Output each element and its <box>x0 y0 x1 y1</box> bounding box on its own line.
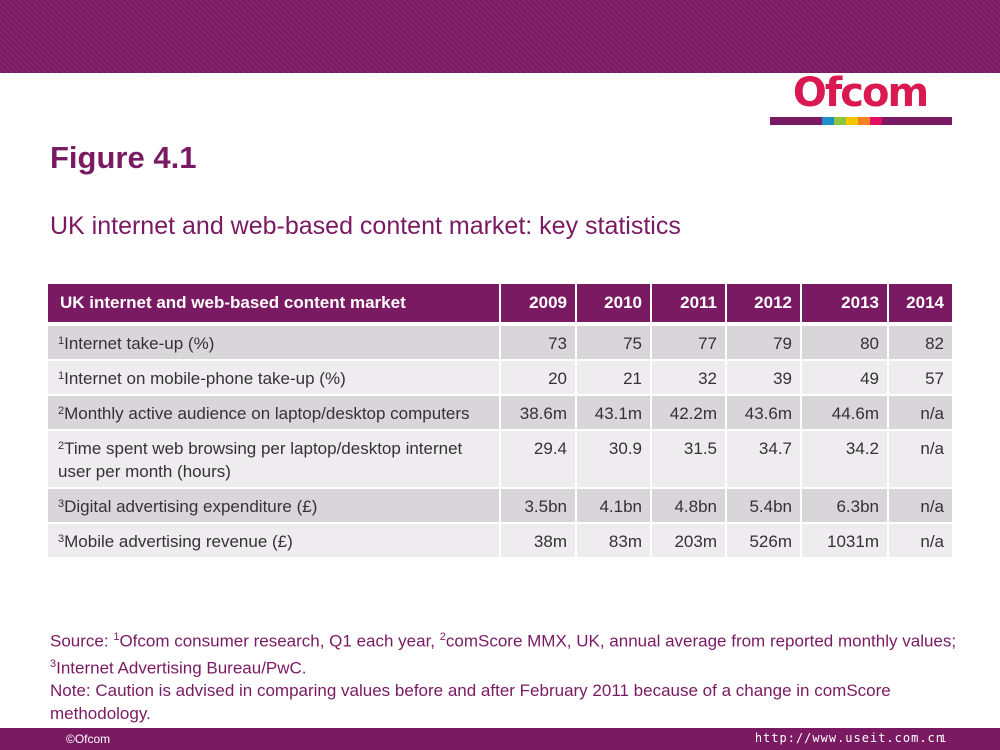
logo-color-segment <box>770 117 798 125</box>
top-banner <box>0 0 1000 73</box>
table-cell: 82 <box>888 322 952 360</box>
page-number: 1 <box>940 733 947 745</box>
table-cell: 30.9 <box>576 429 652 488</box>
table-cell: 80 <box>801 322 889 360</box>
table-cell: 4.8bn <box>651 487 727 523</box>
watermark-url: http://www.useit.com.cn <box>754 731 944 745</box>
table-row: 1Internet on mobile-phone take-up (%) 20… <box>48 359 952 395</box>
row-label: 3Mobile advertising revenue (£) <box>48 522 501 557</box>
table-cell: 32 <box>651 359 727 395</box>
header-cell: 2012 <box>726 284 802 324</box>
row-label: 1Internet on mobile-phone take-up (%) <box>48 359 501 395</box>
table-cell: n/a <box>888 394 952 430</box>
table-row: 3Digital advertising expenditure (£) 3.5… <box>48 487 952 523</box>
logo-color-segment <box>822 117 834 125</box>
table-row: 2Monthly active audience on laptop/deskt… <box>48 394 952 430</box>
table-cell: 49 <box>801 359 889 395</box>
table-cell: 31.5 <box>651 429 727 488</box>
table-cell: 38m <box>500 522 577 557</box>
logo-color-segment <box>882 117 952 125</box>
table-cell: 34.7 <box>726 429 802 488</box>
table-header-row: UK internet and web-based content market… <box>48 284 952 324</box>
figure-title: Figure 4.1 <box>50 140 197 175</box>
ofcom-logo-text: Ofcom <box>792 70 929 116</box>
note-text: Note: Caution is advised in comparing va… <box>50 681 891 724</box>
figure-subtitle: UK internet and web-based content market… <box>50 212 681 240</box>
table-cell: 42.2m <box>651 394 727 430</box>
row-label: 2Monthly active audience on laptop/deskt… <box>48 394 501 430</box>
header-cell: UK internet and web-based content market <box>48 284 501 324</box>
table-row: 2Time spent web browsing per laptop/desk… <box>48 429 952 488</box>
ofcom-logo-color-bar <box>770 117 952 125</box>
source-ref: 3 <box>58 533 65 545</box>
header-cell: 2011 <box>651 284 727 324</box>
table-cell: 6.3bn <box>801 487 889 523</box>
logo-color-segment <box>858 117 870 125</box>
table-cell: 20 <box>500 359 577 395</box>
source-text: Source: 1Ofcom consumer research, Q1 eac… <box>50 631 957 678</box>
table-cell: 75 <box>576 322 652 360</box>
table-cell: 57 <box>888 359 952 395</box>
table-cell: 43.6m <box>726 394 802 430</box>
ofcom-logo: Ofcom <box>768 70 952 128</box>
source-ref: 1 <box>58 335 65 347</box>
table-cell: 34.2 <box>801 429 889 488</box>
table-cell: 4.1bn <box>576 487 652 523</box>
table-cell: 1031m <box>801 522 889 557</box>
table-cell: 203m <box>651 522 727 557</box>
table-cell: 39 <box>726 359 802 395</box>
table-cell: 21 <box>576 359 652 395</box>
footer-bar: ©Ofcom http://www.useit.com.cn <box>0 728 1000 750</box>
header-cell: 2009 <box>500 284 577 324</box>
logo-color-segment <box>870 117 882 125</box>
table-cell: 44.6m <box>801 394 889 430</box>
table-cell: 526m <box>726 522 802 557</box>
table-cell: 29.4 <box>500 429 577 488</box>
table-cell: 43.1m <box>576 394 652 430</box>
table-cell: 73 <box>500 322 577 360</box>
table-row: 1Internet take-up (%) 73 75 77 79 80 82 <box>48 322 952 360</box>
table-cell: n/a <box>888 487 952 523</box>
table-cell: 83m <box>576 522 652 557</box>
table-cell: 38.6m <box>500 394 577 430</box>
source-ref: 2 <box>58 405 65 417</box>
logo-color-segment <box>846 117 858 125</box>
table-cell: 77 <box>651 322 727 360</box>
row-label: 1Internet take-up (%) <box>48 322 501 360</box>
table-row: 3Mobile advertising revenue (£) 38m 83m … <box>48 522 952 557</box>
source-ref: 1 <box>58 370 65 382</box>
footer-copyright: ©Ofcom <box>66 732 111 746</box>
header-cell: 2010 <box>576 284 652 324</box>
source-ref: 2 <box>58 440 65 452</box>
source-ref: 3 <box>58 498 65 510</box>
table-cell: 5.4bn <box>726 487 802 523</box>
table-cell: 79 <box>726 322 802 360</box>
logo-color-segment <box>834 117 846 125</box>
table-cell: n/a <box>888 522 952 557</box>
table-cell: 3.5bn <box>500 487 577 523</box>
row-label: 2Time spent web browsing per laptop/desk… <box>48 429 501 488</box>
key-statistics-table: UK internet and web-based content market… <box>48 284 952 557</box>
row-label: 3Digital advertising expenditure (£) <box>48 487 501 523</box>
header-cell: 2014 <box>888 284 952 324</box>
header-cell: 2013 <box>801 284 889 324</box>
table-cell: n/a <box>888 429 952 488</box>
logo-color-segment <box>798 117 822 125</box>
source-notes: Source: 1Ofcom consumer research, Q1 eac… <box>50 626 960 725</box>
